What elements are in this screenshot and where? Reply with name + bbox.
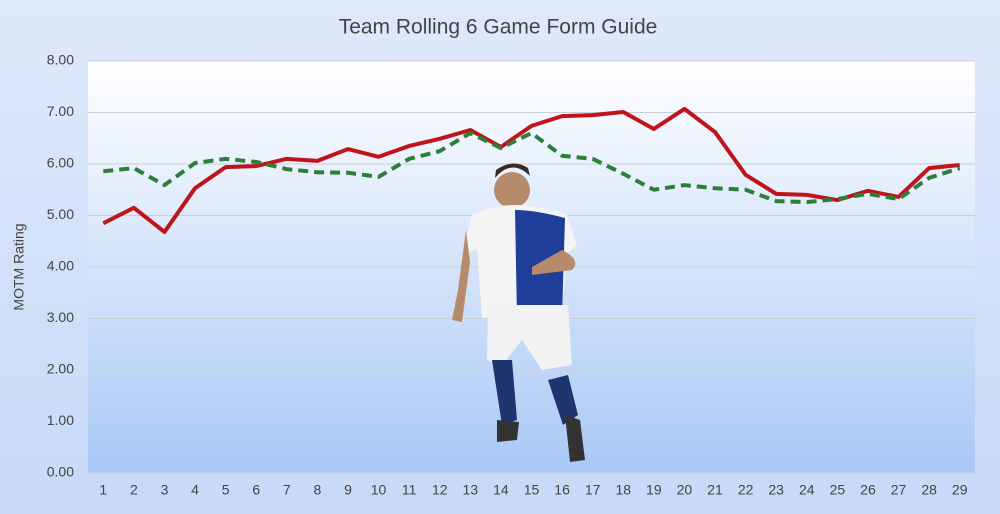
y-tick-label: 3.00 [47,309,74,325]
x-tick-label: 11 [402,482,417,498]
series-line [102,106,960,234]
lines [102,106,961,234]
x-tick-label: 9 [344,482,352,498]
x-tick-label: 21 [707,482,723,498]
y-tick-label: 5.00 [47,206,74,222]
x-tick-label: 8 [313,482,321,498]
x-tick-label: 14 [493,482,509,498]
y-tick-label: 8.00 [47,52,74,68]
x-tick-label: 12 [432,482,448,498]
x-tick-label: 17 [585,482,601,498]
x-tick-label: 13 [463,482,479,498]
x-tick-label: 25 [830,482,846,498]
y-tick-label: 2.00 [47,361,74,377]
x-tick-label: 16 [554,482,570,498]
x-tick-label: 1 [99,482,107,498]
x-tick-label: 5 [222,482,230,498]
x-tick-label: 26 [860,482,876,498]
x-tick-label: 3 [161,482,169,498]
y-tick-label: 1.00 [47,412,74,428]
x-tick-label: 19 [646,482,662,498]
x-tick-label: 15 [524,482,540,498]
x-tick-label: 23 [768,482,784,498]
x-tick-label: 28 [921,482,937,498]
x-tick-label: 18 [615,482,631,498]
chart-title: Team Rolling 6 Game Form Guide [339,16,658,39]
y-tick-label: 7.00 [47,103,74,119]
x-tick-label: 24 [799,482,815,498]
y-tick-label: 0.00 [47,464,74,480]
x-tick-label: 6 [252,482,260,498]
player-photo [452,163,585,462]
grid [88,60,975,474]
y-tick-label: 6.00 [47,155,74,171]
x-tick-label: 29 [952,482,968,498]
x-tick-label: 10 [371,482,387,498]
y-axis-label: MOTM Rating [11,223,27,310]
x-tick-label: 7 [283,482,291,498]
y-tick-label: 4.00 [47,258,74,274]
x-tick-label: 20 [677,482,693,498]
x-tick-label: 22 [738,482,754,498]
x-tick-label: 27 [891,482,907,498]
x-tick-label: 4 [191,482,199,498]
x-tick-label: 2 [130,482,138,498]
